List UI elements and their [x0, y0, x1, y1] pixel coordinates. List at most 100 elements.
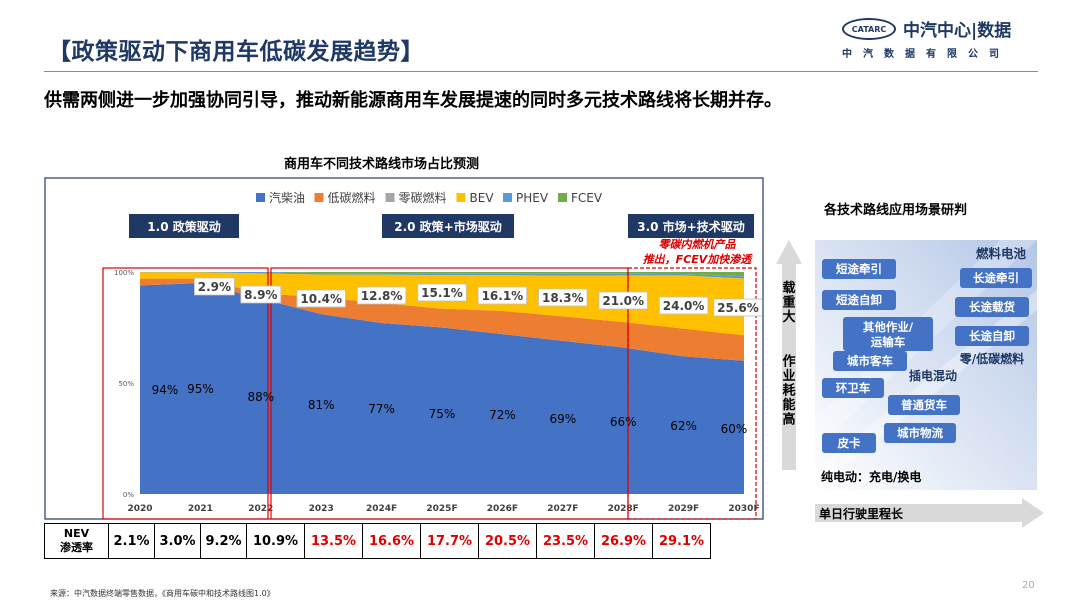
y-tick-label: 0%: [123, 491, 134, 499]
chart-title: 商用车不同技术路线市场占比预测: [284, 157, 480, 172]
legend-swatch: [256, 193, 265, 202]
scenario-item-left-label: 短途自卸: [836, 293, 882, 307]
x-tick-label: 2027F: [547, 504, 578, 514]
y-tick-label: 100%: [114, 269, 134, 277]
bev-data-label: 24.0%: [663, 299, 705, 313]
scenario-item-left-label: 城市客车: [847, 354, 893, 368]
bev-data-label: 16.1%: [482, 289, 524, 303]
fuel-cell-region-label: 燃料电池: [976, 246, 1027, 261]
scenario-item-right: [955, 326, 1029, 346]
x-tick-label: 2024F: [366, 504, 397, 514]
bev-data-label: 18.3%: [542, 291, 584, 305]
x-arrow-head-icon: [1022, 498, 1044, 528]
x-tick-label: 2023: [309, 504, 334, 514]
legend-swatch: [385, 193, 395, 202]
nev-penetration-table: NEV 渗透率 2.1% 3.0% 9.2% 10.9% 13.5% 16.6% 17.7% 2…: [44, 523, 711, 559]
legend-swatch: [314, 193, 324, 202]
nev-value-2023: 10.9%: [246, 523, 305, 559]
y-arrow-shaft: [782, 262, 796, 470]
bev-label-box: [296, 289, 346, 308]
diesel-data-label: 72%: [489, 408, 516, 422]
y-axis-label-char: 耗: [782, 383, 795, 399]
y-tick-label: 50%: [118, 380, 134, 388]
nev-value-2025F: 16.6%: [362, 523, 421, 559]
diesel-data-label: 75%: [429, 407, 456, 421]
bev-data-label: 15.1%: [421, 286, 463, 300]
y-axis-label-char: 能: [782, 397, 795, 413]
bev-data-label: 2.9%: [198, 280, 231, 294]
legend-swatch: [503, 193, 512, 202]
y-axis-label-char: 大: [782, 309, 795, 325]
diesel-data-label: 95%: [187, 382, 214, 396]
x-tick-label: 2022: [248, 504, 273, 514]
phase-frame: [102, 267, 269, 520]
phase-frame: [627, 267, 757, 520]
diesel-data-label: 77%: [368, 402, 395, 416]
diesel-data-label: 62%: [670, 419, 697, 433]
scenario-item-left-label: 城市物流: [897, 426, 943, 440]
x-tick-label: 2020: [127, 504, 152, 514]
y-axis-label-char: 作: [782, 354, 795, 370]
scenario-item-left-label: 环卫车: [836, 381, 871, 395]
bev-label-box: [658, 296, 709, 315]
legend-label: PHEV: [516, 191, 549, 205]
bev-label-box: [538, 288, 588, 307]
y-axis-label-char: 高: [782, 412, 795, 428]
nev-row-header: NEV 渗透率: [44, 523, 109, 559]
y-axis-label-char: 载: [782, 280, 795, 296]
legend-label: BEV: [470, 191, 495, 205]
bev-label-box: [713, 298, 763, 317]
scenario-panel-title: 各技术路线应用场景研判: [824, 203, 968, 218]
x-arrow-shaft: [815, 504, 1025, 522]
legend-label: 低碳燃料: [328, 190, 376, 205]
scenario-item-left: [822, 378, 884, 398]
scenario-item-left: [833, 351, 907, 371]
legend-label: 零碳燃料: [399, 190, 447, 205]
area-series-3: [140, 272, 744, 336]
company-logo-text: 中汽中心|数据: [903, 21, 1012, 41]
diesel-data-label: 60%: [721, 422, 748, 436]
annotation-line-1: 零碳内燃机产品: [659, 238, 737, 251]
phase-label-box: [628, 214, 754, 238]
scenario-item-right: [955, 297, 1029, 317]
bev-data-label: 12.8%: [361, 289, 403, 303]
phase-label-box: [382, 214, 514, 238]
legend-swatch: [456, 193, 466, 202]
diesel-data-label: 94%: [152, 383, 179, 397]
x-axis-label: 单日行驶里程长: [819, 506, 904, 521]
scenario-item-right-label: 长途自卸: [969, 329, 1015, 343]
page-title: 【政策驱动下商用车低碳发展趋势】: [48, 39, 424, 65]
scenario-item-left-label: 运输车: [871, 335, 906, 349]
nev-value-2029F: 26.9%: [594, 523, 653, 559]
bev-label-box: [356, 286, 407, 305]
scenario-item-left-label: 短途牵引: [836, 262, 882, 276]
y-axis-label-char: 重: [782, 295, 795, 311]
x-tick-label: 2028F: [608, 504, 639, 514]
x-tick-label: 2021: [188, 504, 213, 514]
diesel-data-label: 81%: [308, 398, 335, 412]
scenario-item-left-label: 普通货车: [901, 398, 947, 412]
scenario-item-left: [888, 395, 960, 415]
nev-value-2030F: 29.1%: [652, 523, 711, 559]
phev-region-label: 插电混动: [909, 368, 957, 383]
area-series-0: [140, 283, 744, 494]
phase-label: 3.0 市场+技术驱动: [637, 219, 745, 234]
scenario-item-right: [960, 268, 1032, 288]
area-series-4: [140, 272, 744, 279]
x-tick-label: 2030F: [728, 504, 759, 514]
legend-swatch: [558, 193, 567, 202]
scenario-item-right-label: 长途牵引: [973, 271, 1019, 285]
diesel-data-label: 69%: [549, 412, 576, 426]
bev-region-label: 纯电动：充电/换电: [821, 469, 921, 484]
annotation-line-2: 推出，FCEV加快渗透: [643, 253, 754, 266]
phase-label-box: [129, 214, 239, 238]
area-series-5: [140, 272, 744, 277]
x-tick-label: 2025F: [426, 504, 457, 514]
bev-label-box: [477, 286, 528, 305]
bev-data-label: 25.6%: [717, 301, 759, 315]
bev-data-label: 10.4%: [300, 292, 342, 306]
scenario-item-right-label: 长途载货: [969, 300, 1015, 314]
bev-data-label: 8.9%: [244, 288, 277, 302]
catarc-logo-icon: CATARC: [842, 18, 896, 40]
